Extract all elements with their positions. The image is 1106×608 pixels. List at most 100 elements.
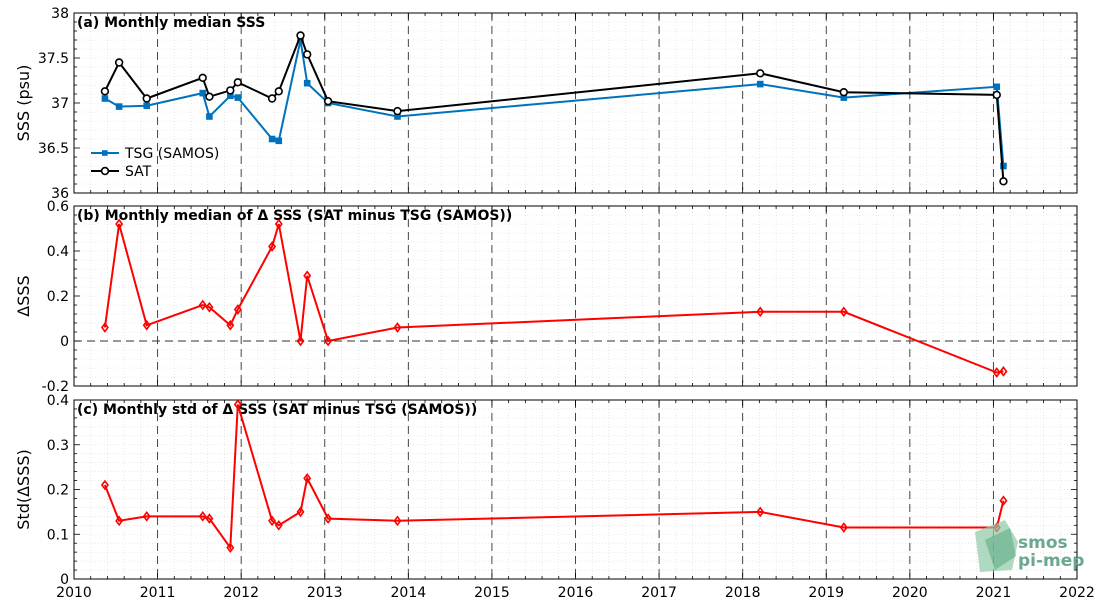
data-point xyxy=(756,306,765,318)
x-tick-label: 2013 xyxy=(307,585,343,601)
data-point xyxy=(205,92,214,101)
data-point xyxy=(100,87,110,96)
y-tick-label: 37.5 xyxy=(38,51,69,67)
data-point xyxy=(226,319,235,331)
y-axis-label: Std(ΔSSS) xyxy=(14,449,33,529)
x-tick-label: 2015 xyxy=(474,585,510,601)
data-point xyxy=(275,137,283,145)
data-point xyxy=(756,69,765,78)
data-point xyxy=(115,515,124,527)
data-point xyxy=(999,366,1008,377)
logo-text-pi-mep: pi-mep xyxy=(1018,551,1084,571)
panel-b-median-delta-sss: -0.2 0 0.2 0.4 0.6 ΔSSS (b) Monthly median of … xyxy=(14,199,1078,395)
data-point xyxy=(143,102,151,110)
data-point xyxy=(756,506,765,518)
data-point xyxy=(274,87,283,96)
data-point xyxy=(993,83,1001,91)
data-point xyxy=(756,80,764,88)
data-point xyxy=(323,96,333,106)
series-line xyxy=(103,404,1005,551)
data-point xyxy=(302,50,312,59)
y-tick-label: 0.1 xyxy=(47,527,69,543)
y-tick-label: 0.2 xyxy=(47,289,69,305)
data-point xyxy=(303,79,311,87)
data-point xyxy=(324,335,333,347)
x-tick-label: 2016 xyxy=(558,585,594,601)
y-tick-label: 37 xyxy=(51,96,69,112)
series-line xyxy=(104,32,1005,182)
data-point xyxy=(324,513,333,524)
data-point xyxy=(234,94,242,101)
data-point xyxy=(393,106,402,116)
data-point xyxy=(303,270,312,282)
data-point xyxy=(268,515,277,527)
smos-pi-mep-logo: smos pi-mep xyxy=(975,520,1084,572)
data-point xyxy=(205,301,214,313)
panel-title: (b) Monthly median of Δ SSS (SAT minus T… xyxy=(77,208,512,224)
data-point xyxy=(267,94,277,103)
y-axis-label: ΔSSS xyxy=(14,275,33,316)
data-point xyxy=(198,511,207,522)
data-point xyxy=(999,177,1008,186)
x-tick-label: 2010 xyxy=(56,585,92,601)
data-point xyxy=(268,241,277,252)
data-point xyxy=(274,218,283,230)
x-tick-label: 2014 xyxy=(391,585,427,601)
data-point xyxy=(205,513,214,524)
x-tick-label: 2011 xyxy=(140,585,176,601)
data-point xyxy=(296,31,305,40)
series-line xyxy=(103,223,1004,374)
data-point xyxy=(233,304,242,315)
y-tick-label: 36.5 xyxy=(38,141,69,157)
x-tick-label: 2020 xyxy=(892,585,928,601)
panel-title: (a) Monthly median SSS xyxy=(77,15,265,31)
legend-label: TSG (SAMOS) xyxy=(124,146,219,162)
data-point xyxy=(268,135,276,143)
data-point xyxy=(115,103,123,110)
y-axis-label: SSS (psu) xyxy=(14,65,33,142)
data-point xyxy=(296,506,305,518)
y-tick-label: 0.2 xyxy=(47,483,69,499)
data-point xyxy=(114,58,124,67)
data-point xyxy=(226,542,235,554)
data-point xyxy=(198,299,207,311)
data-point xyxy=(100,322,109,333)
data-point xyxy=(233,78,243,87)
panel-c-std-delta-sss: 0 0.1 0.2 0.3 0.4 2010 2011 2012 2013 2014 2015 201… xyxy=(14,393,1095,601)
data-point xyxy=(101,95,109,102)
data-point xyxy=(999,495,1008,507)
data-point xyxy=(142,94,151,103)
x-tick-label: 2017 xyxy=(641,585,677,601)
data-point xyxy=(115,218,124,230)
data-point xyxy=(296,335,305,347)
data-point xyxy=(303,472,312,484)
logo-text-smos: smos xyxy=(1018,533,1068,553)
y-tick-label: 0.4 xyxy=(47,244,69,260)
x-tick-label: 2022 xyxy=(1059,585,1095,601)
data-point xyxy=(992,90,1001,100)
legend-label: SAT xyxy=(125,164,152,180)
y-tick-label: 0 xyxy=(60,334,69,350)
panel-a-median-sss: 36 36.5 37 37.5 38 SSS (psu) (a) Monthly media… xyxy=(14,6,1078,202)
panel-title: (c) Monthly std of Δ SSS (SAT minus TSG … xyxy=(77,402,477,418)
y-tick-label: 0 xyxy=(60,572,69,588)
legend-marker xyxy=(102,150,108,156)
data-point xyxy=(226,86,235,95)
data-point xyxy=(839,306,848,318)
data-point xyxy=(839,522,848,533)
data-point xyxy=(274,519,283,531)
x-tick-label: 2019 xyxy=(808,585,844,601)
data-point xyxy=(393,515,402,527)
y-tick-label: 38 xyxy=(51,6,69,22)
data-point xyxy=(206,113,213,120)
y-tick-label: -0.2 xyxy=(42,379,69,395)
data-point xyxy=(393,322,402,333)
x-tick-label: 2012 xyxy=(223,585,259,601)
y-tick-label: 0.6 xyxy=(47,199,69,215)
x-tick-label: 2021 xyxy=(976,585,1012,601)
x-tick-label: 2018 xyxy=(725,585,761,601)
data-point xyxy=(142,319,151,331)
y-tick-label: 0.4 xyxy=(47,393,69,409)
data-point xyxy=(199,89,207,97)
